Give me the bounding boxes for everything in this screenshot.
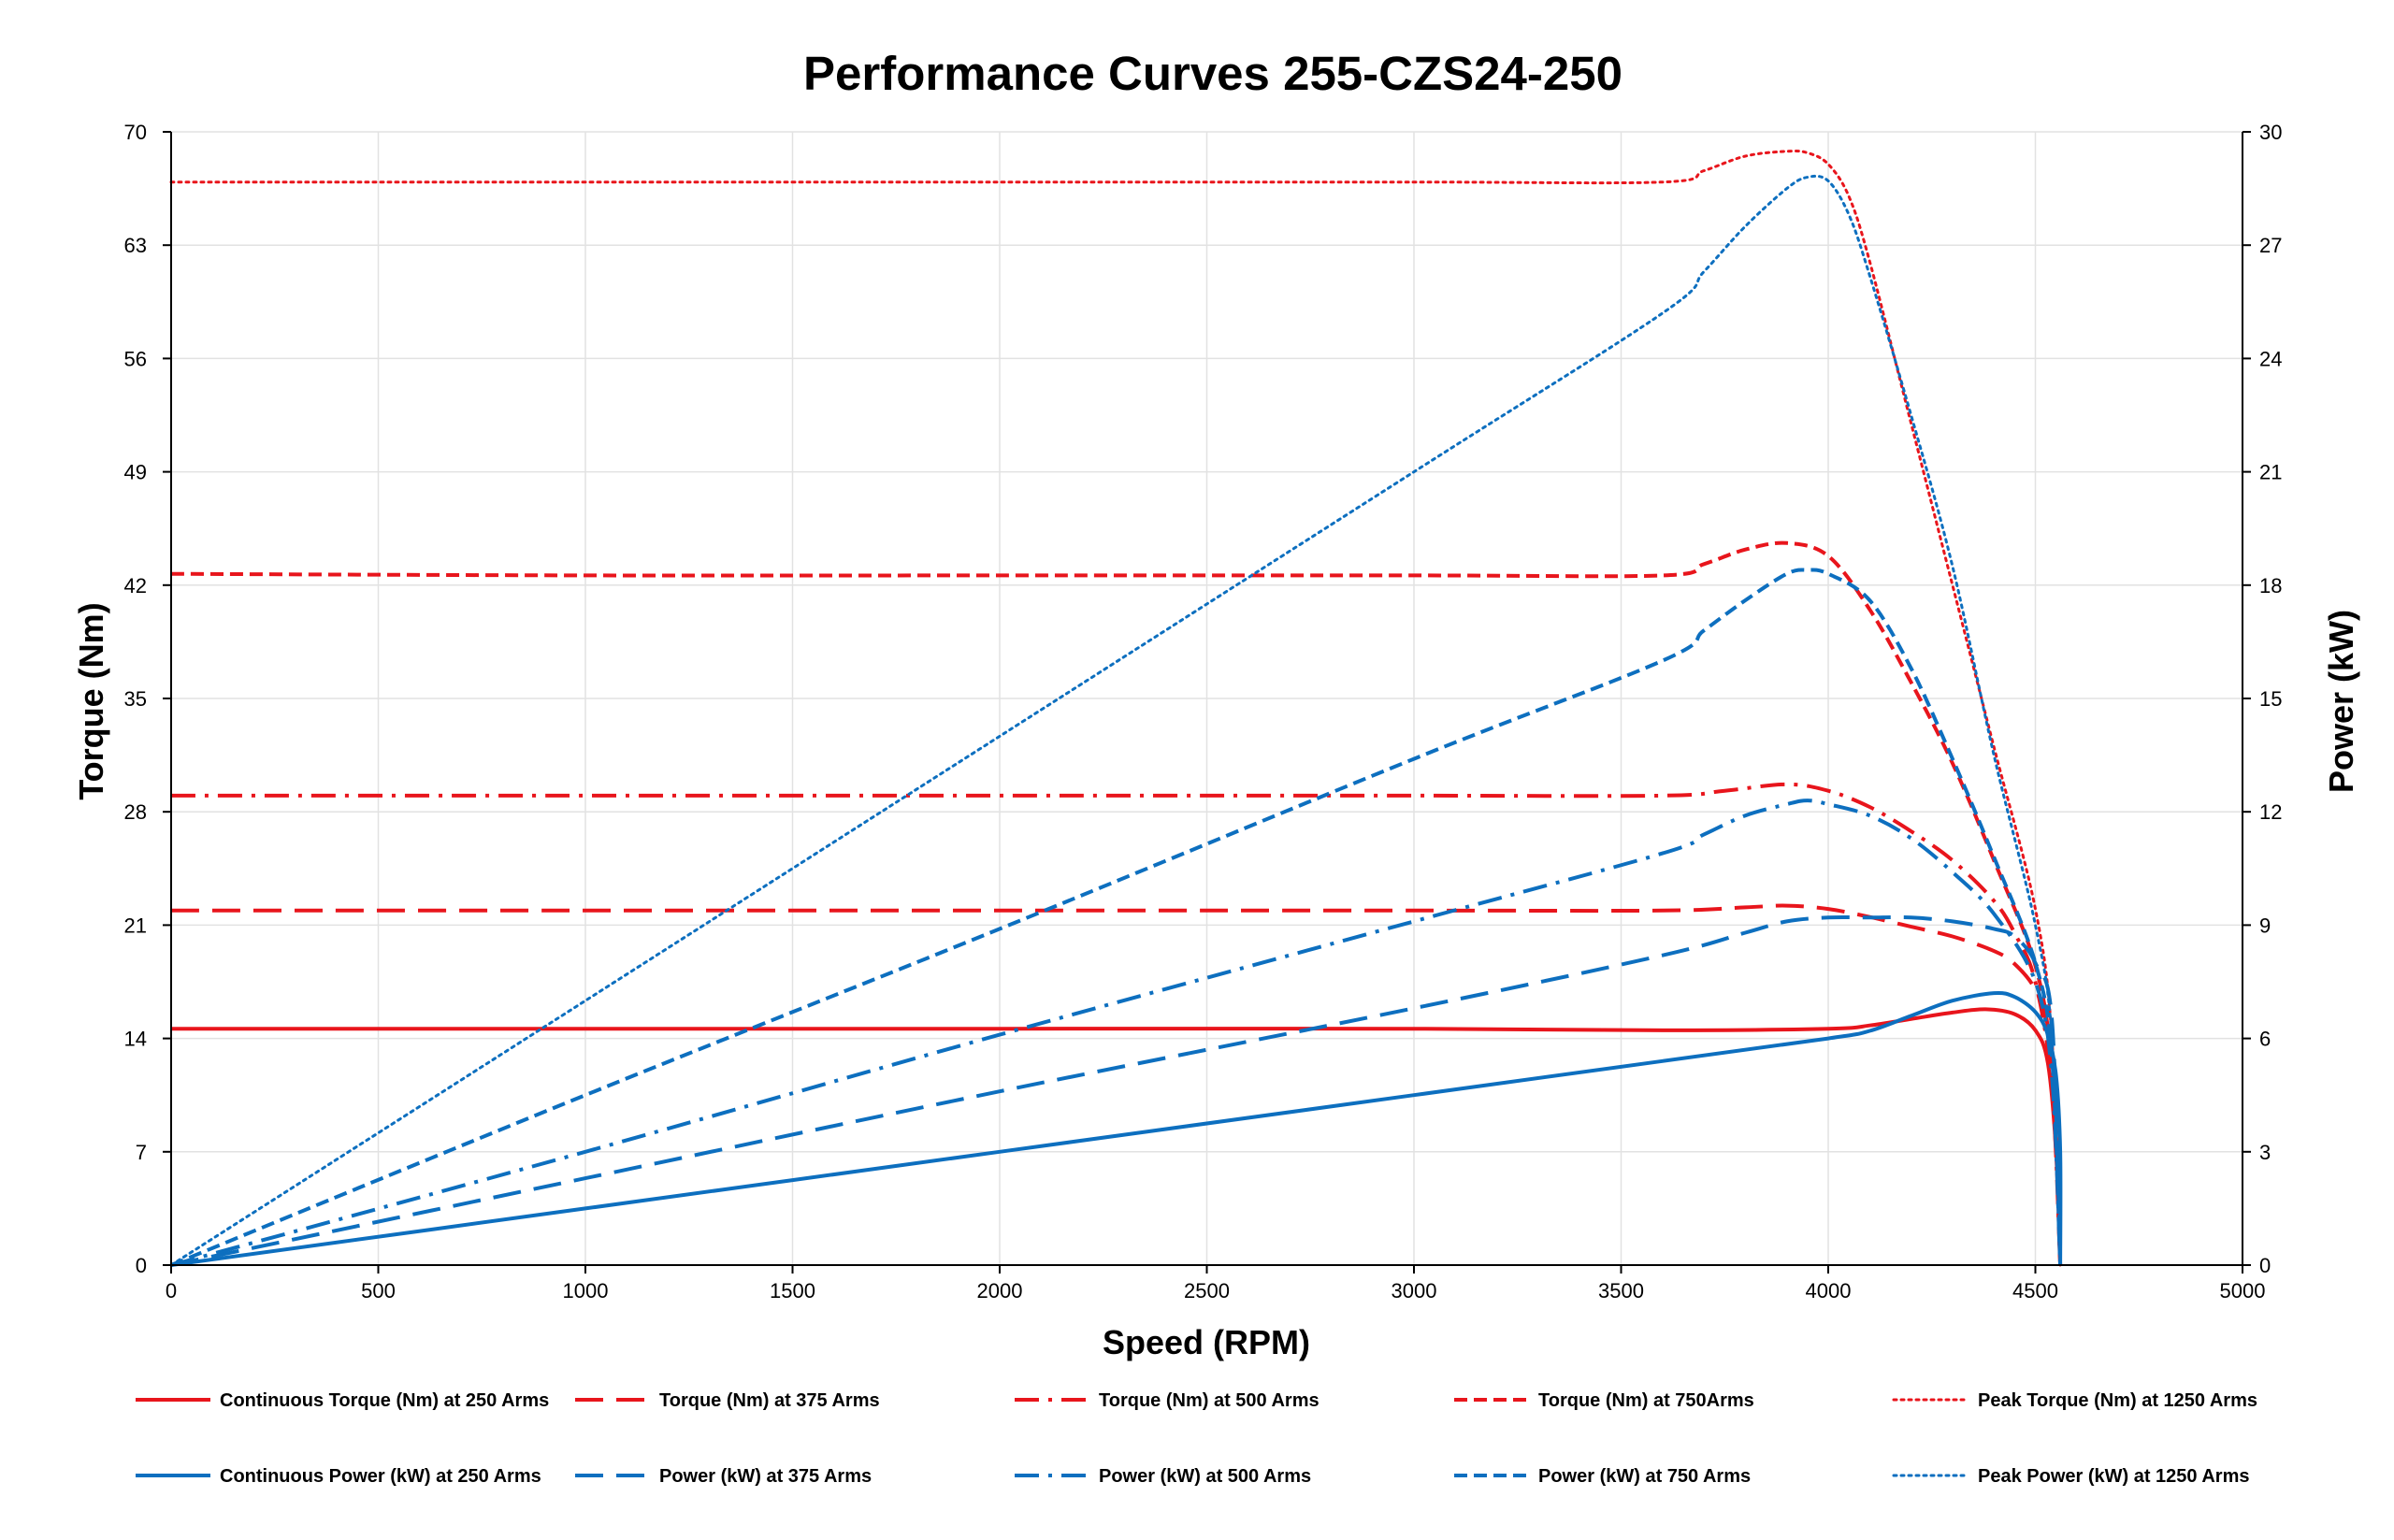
y-tick-label: 70 <box>124 121 147 144</box>
y2-axis-title: Power (kW) <box>2322 610 2360 793</box>
legend: Continuous Torque (Nm) at 250 Arms Torque… <box>136 1390 2257 1487</box>
x-tick-label: 2500 <box>1184 1279 1230 1303</box>
y2-tick-label: 6 <box>2259 1028 2271 1051</box>
legend-label-7: Power (kW) at 375 Arms <box>659 1466 872 1487</box>
y-tick-label: 28 <box>124 800 147 824</box>
series-line-1 <box>171 1007 2063 1266</box>
legend-label-9: Power (kW) at 750 Arms <box>1538 1466 1751 1487</box>
x-tick-label: 2000 <box>977 1279 1023 1303</box>
tick-labels: 0 500 1000 1500 2000 2500 3000 3500 4000 4500 5000… <box>124 121 2283 1303</box>
y2-tick-label: 27 <box>2259 234 2282 257</box>
x-tick-label: 3500 <box>1598 1279 1644 1303</box>
series-line-7 <box>170 914 2063 1267</box>
x-tick-label: 3000 <box>1392 1279 1437 1303</box>
y2-tick-label: 30 <box>2259 121 2282 144</box>
y2-tick-label: 18 <box>2259 574 2282 597</box>
y-tick-label: 56 <box>124 347 147 370</box>
y2-tick-label: 0 <box>2259 1254 2271 1277</box>
legend-label-6: Continuous Power (kW) at 250 Arms <box>220 1466 541 1487</box>
y2-tick-label: 21 <box>2259 461 2282 484</box>
x-tick-label: 4500 <box>2012 1279 2058 1303</box>
x-tick-label: 4000 <box>1806 1279 1852 1303</box>
legend-label-5: Peak Torque (Nm) at 1250 Arms <box>1978 1390 2257 1411</box>
series-lines <box>169 149 2063 1267</box>
y2-tick-label: 9 <box>2259 914 2271 937</box>
x-axis-title: Speed (RPM) <box>1103 1323 1310 1361</box>
y-axis-title: Torque (Nm) <box>72 602 110 799</box>
y-tick-label: 49 <box>124 461 147 484</box>
y-tick-label: 63 <box>124 234 147 257</box>
series-line-5 <box>169 149 2062 1267</box>
legend-label-10: Peak Power (kW) at 1250 Arms <box>1978 1466 2250 1487</box>
y-tick-label: 42 <box>124 574 147 597</box>
legend-label-2: Torque (Nm) at 375 Arms <box>659 1390 880 1411</box>
y2-tick-label: 24 <box>2259 347 2282 370</box>
legend-label-8: Power (kW) at 500 Arms <box>1099 1466 1311 1487</box>
x-tick-label: 1500 <box>770 1279 815 1303</box>
x-tick-label: 0 <box>166 1279 177 1303</box>
series-line-10 <box>169 174 2062 1267</box>
series-line-9 <box>170 568 2063 1267</box>
y-tick-label: 14 <box>124 1028 147 1051</box>
x-tick-label: 5000 <box>2220 1279 2266 1303</box>
legend-label-4: Torque (Nm) at 750Arms <box>1538 1390 1754 1411</box>
axes <box>163 131 2251 1274</box>
series-line-2 <box>170 903 2063 1266</box>
y2-tick-label: 12 <box>2259 800 2282 824</box>
y2-tick-label: 15 <box>2259 687 2282 711</box>
legend-label-3: Torque (Nm) at 500 Arms <box>1099 1390 1320 1411</box>
y-tick-label: 21 <box>124 914 147 937</box>
chart-title: Performance Curves 255-CZS24-250 <box>803 47 1622 100</box>
y-tick-label: 0 <box>136 1254 147 1277</box>
y-tick-label: 7 <box>136 1141 147 1164</box>
legend-label-1: Continuous Torque (Nm) at 250 Arms <box>220 1390 549 1411</box>
series-line-8 <box>170 799 2063 1267</box>
x-tick-label: 1000 <box>563 1279 609 1303</box>
y-tick-label: 35 <box>124 687 147 711</box>
y2-tick-label: 3 <box>2259 1141 2271 1164</box>
series-line-4 <box>170 540 2063 1266</box>
x-tick-label: 500 <box>361 1279 396 1303</box>
series-line-3 <box>171 782 2063 1266</box>
